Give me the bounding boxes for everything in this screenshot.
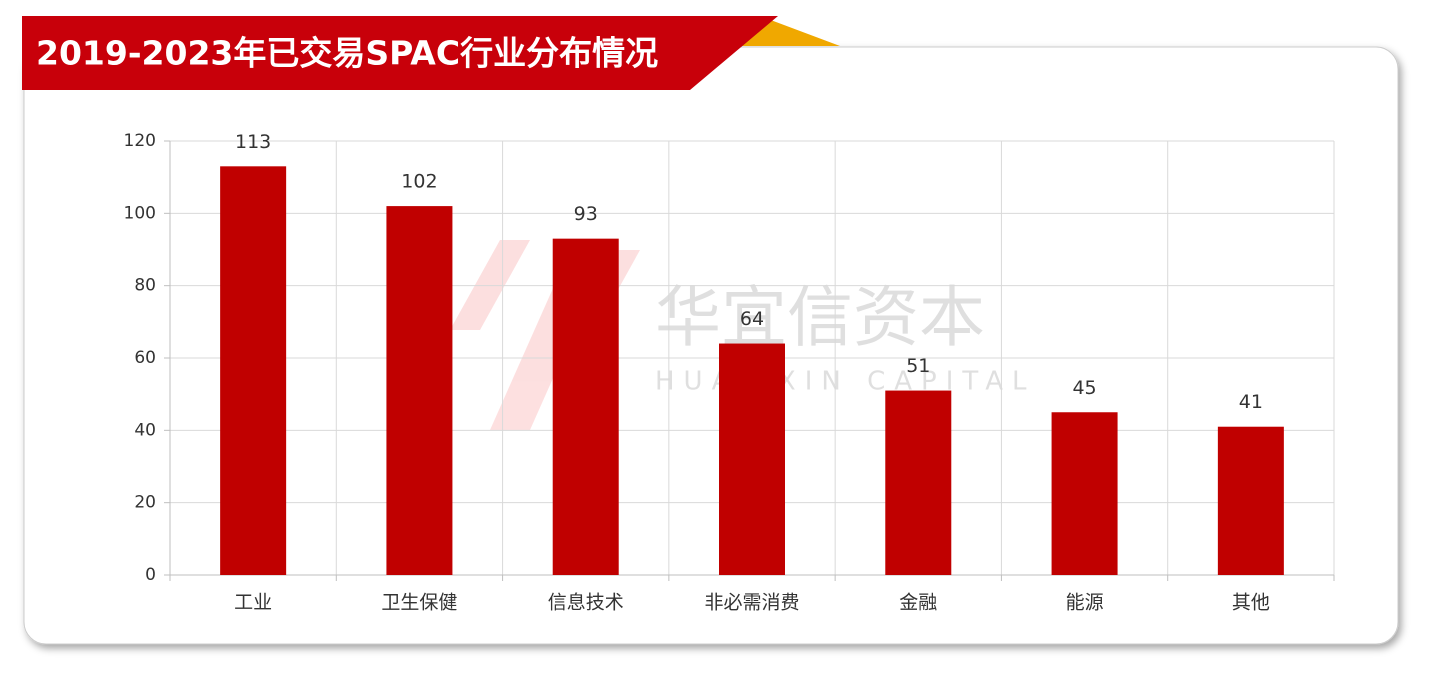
y-tick-label: 40 — [134, 420, 156, 440]
value-label: 102 — [401, 171, 437, 193]
x-tick-label: 工业 — [234, 592, 272, 614]
y-tick-label: 60 — [134, 348, 156, 368]
x-tick-label: 金融 — [899, 592, 937, 614]
value-label: 41 — [1239, 391, 1263, 413]
y-tick-label: 80 — [134, 276, 156, 296]
bar — [552, 238, 619, 575]
x-tick-label: 非必需消费 — [704, 592, 799, 614]
bar — [885, 390, 952, 575]
bar — [1217, 426, 1284, 575]
bar — [386, 206, 453, 575]
y-tick-label: 120 — [124, 131, 156, 151]
value-label: 113 — [235, 131, 271, 153]
chart-title: 2019-2023年已交易SPAC行业分布情况 — [36, 34, 658, 73]
y-tick-label: 0 — [145, 565, 156, 585]
x-tick-label: 信息技术 — [548, 592, 624, 614]
value-label: 64 — [740, 308, 764, 330]
bar — [220, 166, 287, 576]
x-tick-label: 卫生保健 — [381, 592, 457, 614]
watermark-subtitle: HUAYIXIN CAPITAL — [655, 367, 1036, 397]
y-tick-label: 20 — [134, 493, 156, 513]
value-label: 45 — [1072, 377, 1096, 399]
watermark: 华宜信资本 — [655, 279, 985, 356]
value-label: 51 — [906, 355, 930, 377]
value-label: 93 — [574, 203, 598, 225]
banner — [22, 16, 778, 90]
x-tick-label: 能源 — [1066, 592, 1104, 614]
bar — [719, 343, 785, 575]
x-tick-label: 其他 — [1232, 592, 1270, 614]
y-tick-label: 100 — [124, 203, 156, 223]
bar — [1051, 412, 1118, 575]
